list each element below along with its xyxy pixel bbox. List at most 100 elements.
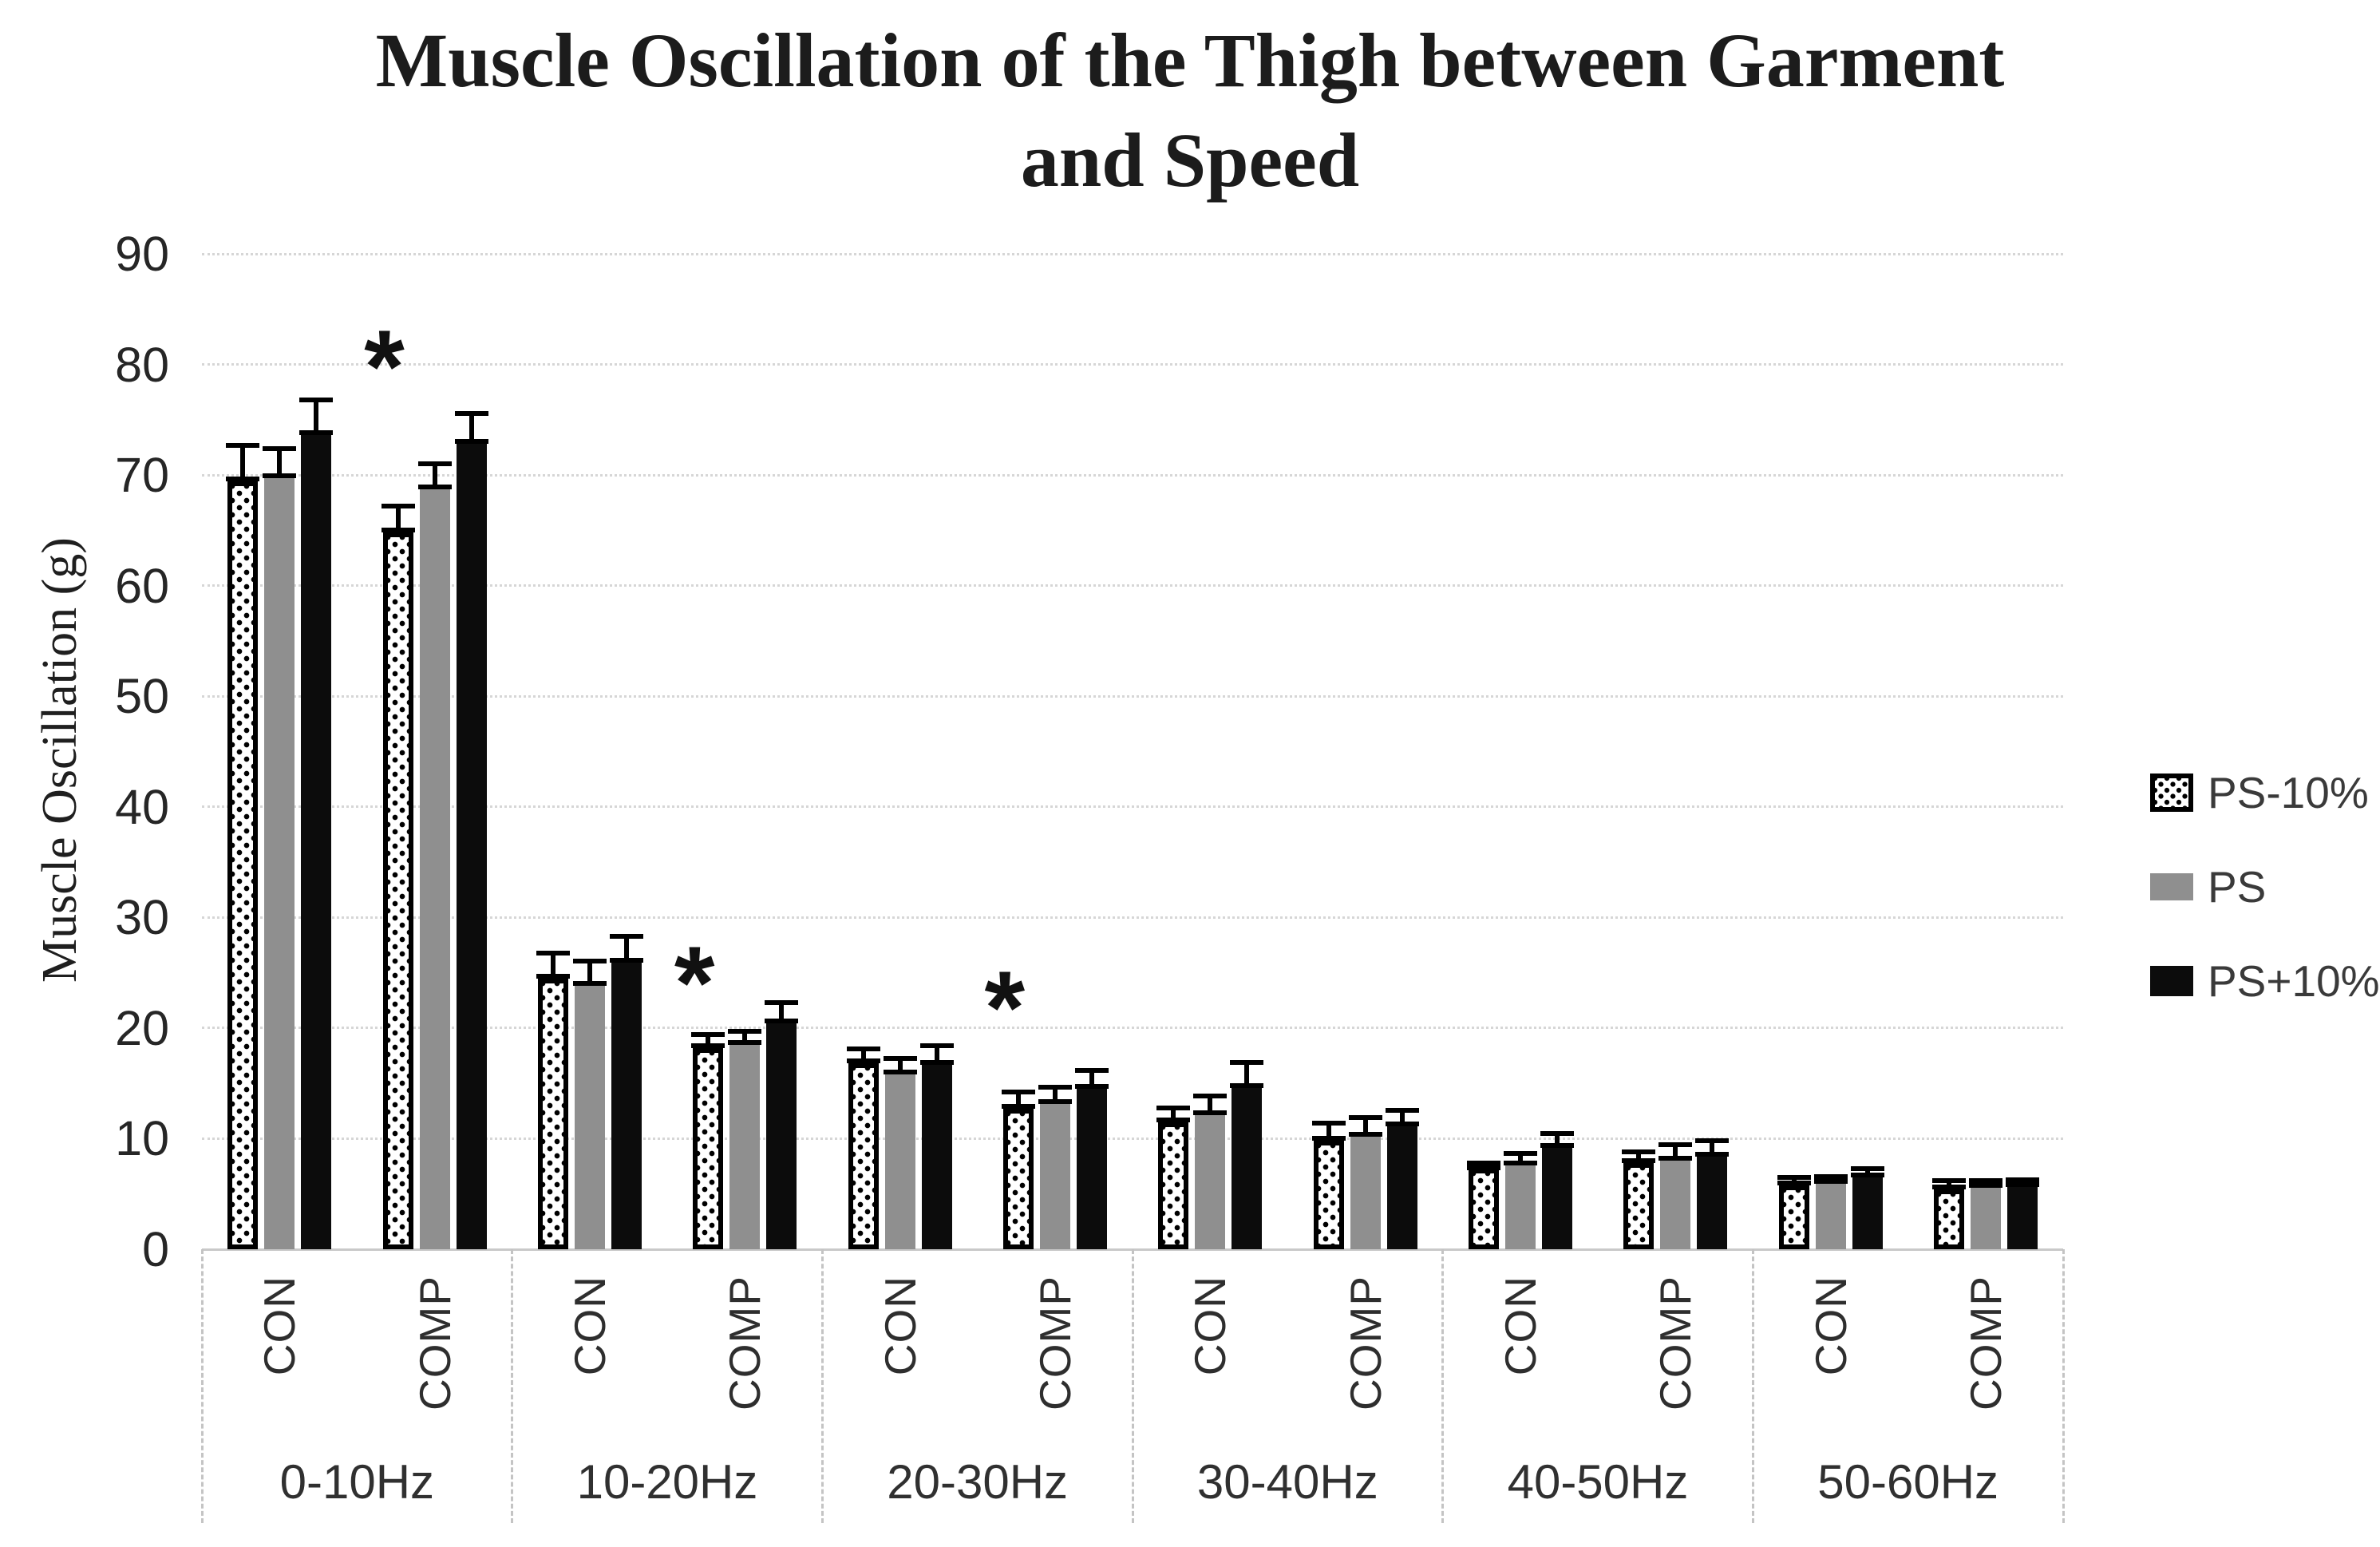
x-label-comp-0-10Hz: COMP [409,1276,460,1410]
x-group-label-20-30Hz: 20-30Hz [887,1455,1069,1509]
legend-label: PS-10% [2208,768,2369,817]
bar-10-20Hz-CON-PS+10% [611,963,642,1249]
error-bar-10-20Hz-CON-PS+10% [609,934,643,963]
x-label-con-40-50Hz: CON [1495,1276,1545,1376]
bar-20-30Hz-COMP-PS-10% [1002,1109,1034,1249]
x-label-con-20-30Hz: CON [875,1276,925,1376]
bar-50-60Hz-CON-PS-10% [1778,1185,1809,1249]
bar-30-40Hz-CON-PS [1195,1115,1226,1249]
x-label-comp-50-60Hz: COMP [1960,1276,2010,1410]
legend-item-PS-10%: PS-10% [2150,768,2380,817]
error-bar-50-60Hz-CON-PS-10% [1777,1175,1811,1185]
significance-asterisk-20-30Hz: * [984,949,1026,1066]
error-bar-0-10Hz-CON-PS-10% [226,442,260,482]
bar-40-50Hz-CON-PS+10% [1541,1147,1572,1249]
bar-10-20Hz-COMP-PS-10% [693,1047,724,1249]
group-separator-3 [1131,1249,1134,1523]
error-bar-20-30Hz-COMP-PS+10% [1074,1067,1109,1090]
chart-title-line-2: and Speed [1020,117,1360,203]
y-tick-label-50: 50 [115,669,169,724]
legend-label: PS [2208,862,2267,912]
error-bar-10-20Hz-CON-PS [572,958,607,987]
bar-0-10Hz-COMP-PS+10% [456,444,487,1249]
x-group-label-40-50Hz: 40-50Hz [1507,1455,1689,1509]
x-label-comp-30-40Hz: COMP [1340,1276,1390,1410]
error-bar-0-10Hz-CON-PS [263,446,297,479]
error-bar-30-40Hz-CON-PS-10% [1156,1105,1191,1122]
x-label-comp-40-50Hz: COMP [1651,1276,1701,1410]
error-bar-0-10Hz-COMP-PS+10% [454,410,488,445]
error-bar-30-40Hz-COMP-PS [1348,1115,1382,1137]
bar-50-60Hz-COMP-PS [1970,1187,2001,1249]
error-bar-0-10Hz-COMP-PS-10% [381,504,415,533]
bar-0-10Hz-CON-PS-10% [227,481,259,1249]
gridline-y-50 [202,694,2063,698]
error-bar-40-50Hz-CON-PS-10% [1466,1161,1500,1171]
bar-30-40Hz-CON-PS+10% [1232,1087,1263,1249]
legend-item-PS: PS [2150,862,2380,912]
y-tick-label-40: 40 [115,779,169,834]
y-tick-label-80: 80 [115,337,169,392]
bar-0-10Hz-CON-PS+10% [301,435,332,1249]
y-tick-label-20: 20 [115,1000,169,1055]
x-label-comp-20-30Hz: COMP [1030,1276,1080,1410]
error-bar-20-30Hz-COMP-PS-10% [1001,1090,1035,1110]
x-group-label-50-60Hz: 50-60Hz [1817,1455,1999,1509]
y-tick-label-30: 30 [115,890,169,945]
y-tick-label-70: 70 [115,448,169,503]
bar-10-20Hz-COMP-PS+10% [766,1023,797,1249]
gridline-y-40 [202,805,2063,809]
error-bar-0-10Hz-CON-PS+10% [299,398,334,436]
y-tick-label-90: 90 [115,227,169,281]
error-bar-30-40Hz-CON-PS+10% [1230,1060,1264,1088]
error-bar-20-30Hz-CON-PS-10% [846,1046,880,1064]
gridline-y-70 [202,473,2063,477]
legend-swatch-black-icon [2150,966,2193,996]
group-separator-6 [2062,1249,2065,1523]
error-bar-50-60Hz-COMP-PS-10% [1931,1178,1966,1190]
error-bar-20-30Hz-CON-PS [883,1055,917,1075]
bar-30-40Hz-COMP-PS-10% [1313,1141,1344,1249]
legend-swatch-dotted-icon [2150,774,2193,812]
gridline-y-20 [202,1027,2063,1030]
gridline-y-90 [202,252,2063,255]
bar-0-10Hz-CON-PS [264,478,295,1249]
bar-0-10Hz-COMP-PS [419,489,450,1249]
x-label-con-30-40Hz: CON [1185,1276,1235,1376]
bar-20-30Hz-CON-PS [884,1074,915,1249]
gridline-y-30 [202,916,2063,919]
error-bar-50-60Hz-CON-PS [1813,1173,1848,1185]
bar-20-30Hz-CON-PS-10% [848,1063,879,1249]
error-bar-10-20Hz-COMP-PS-10% [691,1032,725,1048]
x-group-label-10-20Hz: 10-20Hz [576,1455,758,1509]
error-bar-30-40Hz-COMP-PS+10% [1385,1107,1419,1127]
error-bar-10-20Hz-CON-PS-10% [536,950,570,979]
error-bar-10-20Hz-COMP-PS+10% [765,1000,799,1024]
error-bar-40-50Hz-COMP-PS+10% [1695,1138,1730,1157]
bar-40-50Hz-CON-PS [1504,1165,1536,1249]
y-tick-label-10: 10 [115,1111,169,1166]
bar-30-40Hz-CON-PS-10% [1158,1122,1189,1249]
error-bar-40-50Hz-CON-PS [1503,1150,1537,1165]
bar-20-30Hz-COMP-PS [1039,1104,1070,1249]
error-bar-30-40Hz-COMP-PS-10% [1311,1121,1346,1141]
significance-asterisk-0-10Hz: * [364,307,405,425]
group-separator-0 [200,1249,204,1523]
group-separator-5 [1751,1249,1754,1523]
error-bar-40-50Hz-COMP-PS [1658,1141,1693,1161]
x-group-label-0-10Hz: 0-10Hz [279,1455,435,1509]
gridline-y-80 [202,363,2063,366]
error-bar-40-50Hz-COMP-PS-10% [1622,1149,1656,1163]
group-separator-4 [1441,1249,1445,1523]
significance-asterisk-10-20Hz: * [674,924,715,1041]
bar-20-30Hz-COMP-PS+10% [1076,1089,1107,1249]
legend-label: PS+10% [2208,956,2380,1006]
error-bar-20-30Hz-COMP-PS [1038,1084,1072,1105]
bar-30-40Hz-COMP-PS [1350,1136,1381,1249]
error-bar-10-20Hz-COMP-PS [728,1029,762,1045]
x-label-con-0-10Hz: CON [255,1276,305,1376]
gridline-y-10 [202,1137,2063,1140]
bar-0-10Hz-COMP-PS-10% [382,532,413,1249]
bar-10-20Hz-CON-PS [574,986,605,1249]
